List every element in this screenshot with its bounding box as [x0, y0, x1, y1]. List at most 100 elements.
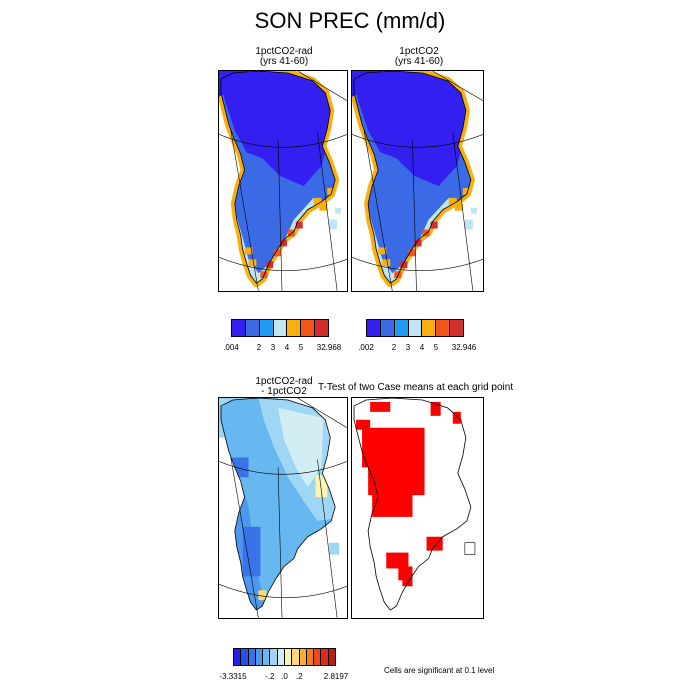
panel4-title: T-Test of two Case means at each grid po…: [318, 382, 514, 393]
panel1-title-line2: (yrs 41-60): [259, 56, 309, 67]
latitude-line: [352, 134, 483, 148]
meridian-line: [230, 457, 259, 618]
significant-cell: [430, 401, 441, 416]
colorbar-tick-label: .2: [295, 672, 303, 681]
panel3-title-line2: - 1pctCO2: [261, 386, 307, 397]
panel3-title: 1pctCO2-rad - 1pctCO2: [214, 377, 354, 397]
colorbar-swatch: [315, 320, 329, 336]
coastal-precip-cell: [319, 203, 328, 211]
colorbar-swatch: [328, 649, 335, 665]
colorbar-tick-label: 5: [298, 343, 304, 352]
high-precip-cell: [414, 239, 422, 247]
diff-cell-region: [278, 407, 324, 488]
colorbar-tick-label: -3.3315: [219, 672, 247, 681]
significant-cell: [372, 487, 413, 517]
panel3-title-line1: 1pctCO2-rad: [255, 376, 313, 387]
colorbar-tick-label: .004: [223, 343, 239, 352]
colorbar-tick-label: .0: [281, 672, 288, 681]
significant-cell: [402, 578, 413, 587]
colorbar-swatch: [232, 320, 246, 336]
colorbar-swatch: [306, 649, 315, 665]
significant-cell: [386, 552, 409, 569]
graticule: [219, 71, 347, 291]
coastal-precip-cell: [462, 187, 471, 195]
meridian-line: [317, 459, 338, 618]
meridian-line: [432, 71, 483, 101]
colorbar-tick-label: .002: [358, 343, 374, 352]
colorbar-swatch: [299, 649, 307, 665]
colorbar-swatch: [301, 320, 316, 336]
significant-cell: [398, 566, 413, 581]
panel2-colorbar-ticks: .002 2 3 4 5 32.946: [358, 343, 476, 353]
panel2-map: [351, 70, 484, 292]
significant-cell: [426, 536, 443, 551]
colorbar-tick-label: 3: [270, 343, 276, 352]
colorbar-swatch: [450, 320, 464, 336]
colorbar-tick-label: -.2: [265, 672, 275, 681]
significant-cell: [452, 411, 461, 424]
colorbar-tick-label: 5: [433, 343, 439, 352]
latitude-line: [219, 257, 347, 271]
high-precip-cell: [400, 261, 408, 269]
significance-note: Cells are significant at 0.1 level: [384, 666, 495, 675]
colorbar-swatch: [273, 320, 288, 336]
panel3-map: [218, 397, 348, 619]
panel2-title: 1pctCO2 (yrs 41-60): [349, 47, 489, 67]
meridian-line: [297, 398, 347, 428]
meridian-line: [277, 140, 283, 291]
colorbar-swatch: [245, 320, 260, 336]
panel2-colorbar: [366, 319, 464, 337]
meridian-line: [452, 132, 474, 291]
panel1-title: 1pctCO2-rad (yrs 41-60): [214, 47, 354, 67]
coastline: [353, 71, 472, 284]
colorbar-swatch: [241, 649, 249, 665]
coastal-precip-cell: [244, 247, 253, 255]
high-precip-cell: [266, 261, 274, 269]
panel3-colorbar-ticks: -3.3315 -.2 .0 .2 2.8197: [219, 672, 348, 682]
panel1-map: [218, 70, 348, 292]
latitude-line: [219, 134, 347, 148]
significant-cell: [370, 401, 391, 412]
latitude-line: [219, 461, 347, 475]
coastline: [220, 71, 336, 284]
colorbar-swatch: [255, 649, 264, 665]
coastal-precip-cell: [248, 259, 257, 267]
diff-cell-region: [329, 542, 340, 555]
colorbar-swatch: [367, 320, 381, 336]
precip-cell-region: [220, 71, 336, 186]
colorbar-tick-label: 32.968: [316, 343, 342, 352]
colorbar-tick-label: 4: [284, 343, 290, 352]
high-precip-cell: [408, 249, 416, 257]
panel1-colorbar-ticks: .004 2 3 4 5 32.968: [223, 343, 341, 353]
latitude-line: [219, 584, 347, 598]
coastal-precip-cell: [313, 197, 322, 205]
colorbar-swatch: [284, 649, 293, 665]
colorbar-swatch: [248, 649, 256, 665]
island-cell: [464, 219, 473, 230]
colorbar-tick-label: 3: [405, 343, 411, 352]
colorbar-swatch: [234, 649, 242, 665]
colorbar-tick-label: 4: [419, 343, 425, 352]
coastline: [220, 398, 336, 611]
colorbar-swatch: [292, 649, 300, 665]
graticule: [219, 398, 347, 618]
precip-cell-region: [352, 71, 383, 97]
high-precip-cell: [280, 239, 287, 247]
colorbar-swatch: [314, 649, 322, 665]
significant-cell: [356, 419, 371, 430]
coastal-precip-cell: [382, 259, 391, 267]
meridian-line: [230, 130, 259, 291]
colorbar-swatch: [277, 649, 285, 665]
meridian-line: [363, 130, 393, 291]
colorbar-swatch: [422, 320, 437, 336]
coastal-precip-cell: [378, 247, 387, 255]
panel1-title-line1: 1pctCO2-rad: [255, 46, 313, 57]
colorbar-swatch: [394, 320, 409, 336]
diff-cell-positive: [315, 475, 328, 498]
high-precip-cell: [430, 221, 438, 229]
latitude-line: [352, 257, 483, 271]
island-outline: [464, 542, 476, 555]
coastal-precip-cell: [327, 187, 336, 195]
island-cell: [470, 207, 477, 214]
colorbar-swatch: [263, 649, 271, 665]
